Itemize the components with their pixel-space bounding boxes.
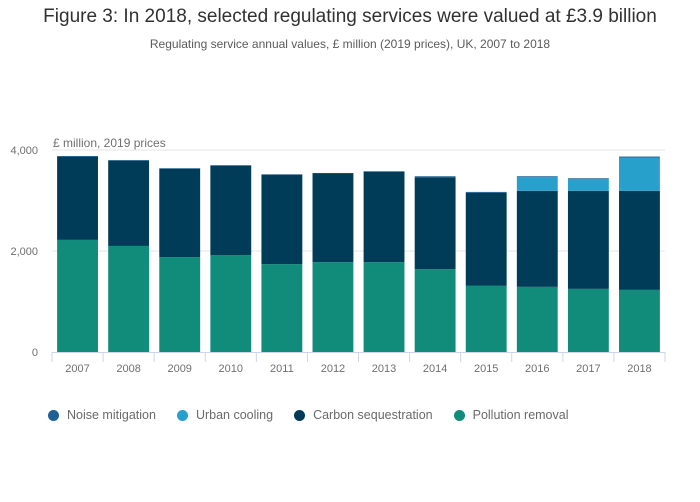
bar-carbon-sequestration: [363, 171, 405, 263]
bar-pollution-removal: [619, 289, 660, 352]
y-tick-label: 0: [32, 347, 38, 359]
bar-noise-mitigation: [619, 156, 660, 158]
x-tick-label: 2018: [627, 363, 651, 375]
stacked-bar-chart: 0 2,000 4,000 £ million, 2019 prices 2007 200…: [10, 136, 666, 375]
x-tick-label: 2015: [474, 363, 498, 375]
bar-pollution-removal: [363, 262, 405, 352]
bar-carbon-sequestration: [159, 168, 201, 258]
x-tick-label: 2010: [219, 363, 243, 375]
chart-title: Figure 3: In 2018, selected regulating s…: [43, 6, 657, 27]
x-tick-label: 2017: [576, 363, 600, 375]
bar-carbon-sequestration: [261, 174, 303, 265]
legend-marker-icon: [294, 409, 306, 421]
bar-pollution-removal: [159, 257, 201, 352]
bar-noise-mitigation: [159, 168, 201, 169]
bar-noise-mitigation: [57, 156, 98, 157]
chart-subtitle: Regulating service annual values, £ mill…: [149, 37, 551, 51]
legend-marker-icon: [453, 409, 465, 421]
bar-noise-mitigation: [210, 165, 252, 166]
chart-legend: Noise mitigation Urban cooling Carbon sequ…: [48, 408, 590, 422]
legend-item[interactable]: Urban cooling: [176, 408, 274, 422]
bar-urban-cooling: [567, 179, 609, 191]
legend-marker-icon: [48, 409, 59, 421]
x-tick-label: 2009: [167, 363, 191, 375]
bar-noise-mitigation: [312, 172, 354, 174]
bar-noise-mitigation: [363, 171, 405, 172]
bar-pollution-removal: [465, 285, 507, 352]
y-axis-label: £ million, 2019 prices: [53, 136, 166, 150]
bar-urban-cooling: [516, 177, 558, 191]
x-tick-label: 2013: [372, 363, 396, 375]
bar-pollution-removal: [261, 264, 303, 352]
bar-noise-mitigation: [108, 160, 150, 161]
legend-label: Carbon sequestration: [313, 408, 433, 422]
legend-label: Pollution removal: [472, 408, 569, 422]
legend-item[interactable]: Carbon sequestration: [294, 408, 433, 422]
bar-noise-mitigation: [567, 178, 609, 180]
bar-carbon-sequestration: [414, 177, 456, 270]
bar-carbon-sequestration: [312, 173, 354, 263]
bar-urban-cooling: [619, 157, 660, 191]
bar-carbon-sequestration: [619, 190, 660, 290]
bar-pollution-removal: [516, 286, 558, 352]
legend-label: Noise mitigation: [67, 408, 156, 422]
bar-carbon-sequestration: [516, 190, 558, 287]
x-tick-label: 2011: [270, 363, 294, 375]
bar-pollution-removal: [567, 288, 609, 352]
bar-noise-mitigation: [414, 176, 456, 178]
x-tick-label: 2016: [525, 363, 549, 375]
x-tick-label: 2008: [116, 363, 140, 375]
legend-item[interactable]: Pollution removal: [453, 408, 569, 422]
bar-carbon-sequestration: [108, 160, 150, 246]
bar-pollution-removal: [312, 262, 354, 352]
bar-carbon-sequestration: [567, 190, 609, 289]
legend-item[interactable]: Noise mitigation: [48, 408, 156, 422]
x-tick-label: 2014: [423, 363, 447, 375]
bar-pollution-removal: [108, 245, 150, 352]
bar-noise-mitigation: [261, 174, 303, 175]
legend-marker-icon: [176, 409, 188, 421]
bar-carbon-sequestration: [210, 165, 252, 256]
bar-pollution-removal: [57, 239, 98, 352]
bar-pollution-removal: [210, 255, 252, 352]
x-tick-label: 2007: [65, 363, 89, 375]
legend-label: Urban cooling: [195, 408, 274, 422]
bar-carbon-sequestration: [465, 192, 507, 286]
y-tick-label: 2,000: [10, 246, 38, 258]
bar-noise-mitigation: [516, 176, 558, 178]
x-tick-label: 2012: [321, 363, 345, 375]
y-tick-label: 4,000: [10, 145, 38, 157]
bar-noise-mitigation: [465, 191, 507, 193]
bar-pollution-removal: [414, 269, 456, 352]
bar-carbon-sequestration: [57, 156, 98, 240]
